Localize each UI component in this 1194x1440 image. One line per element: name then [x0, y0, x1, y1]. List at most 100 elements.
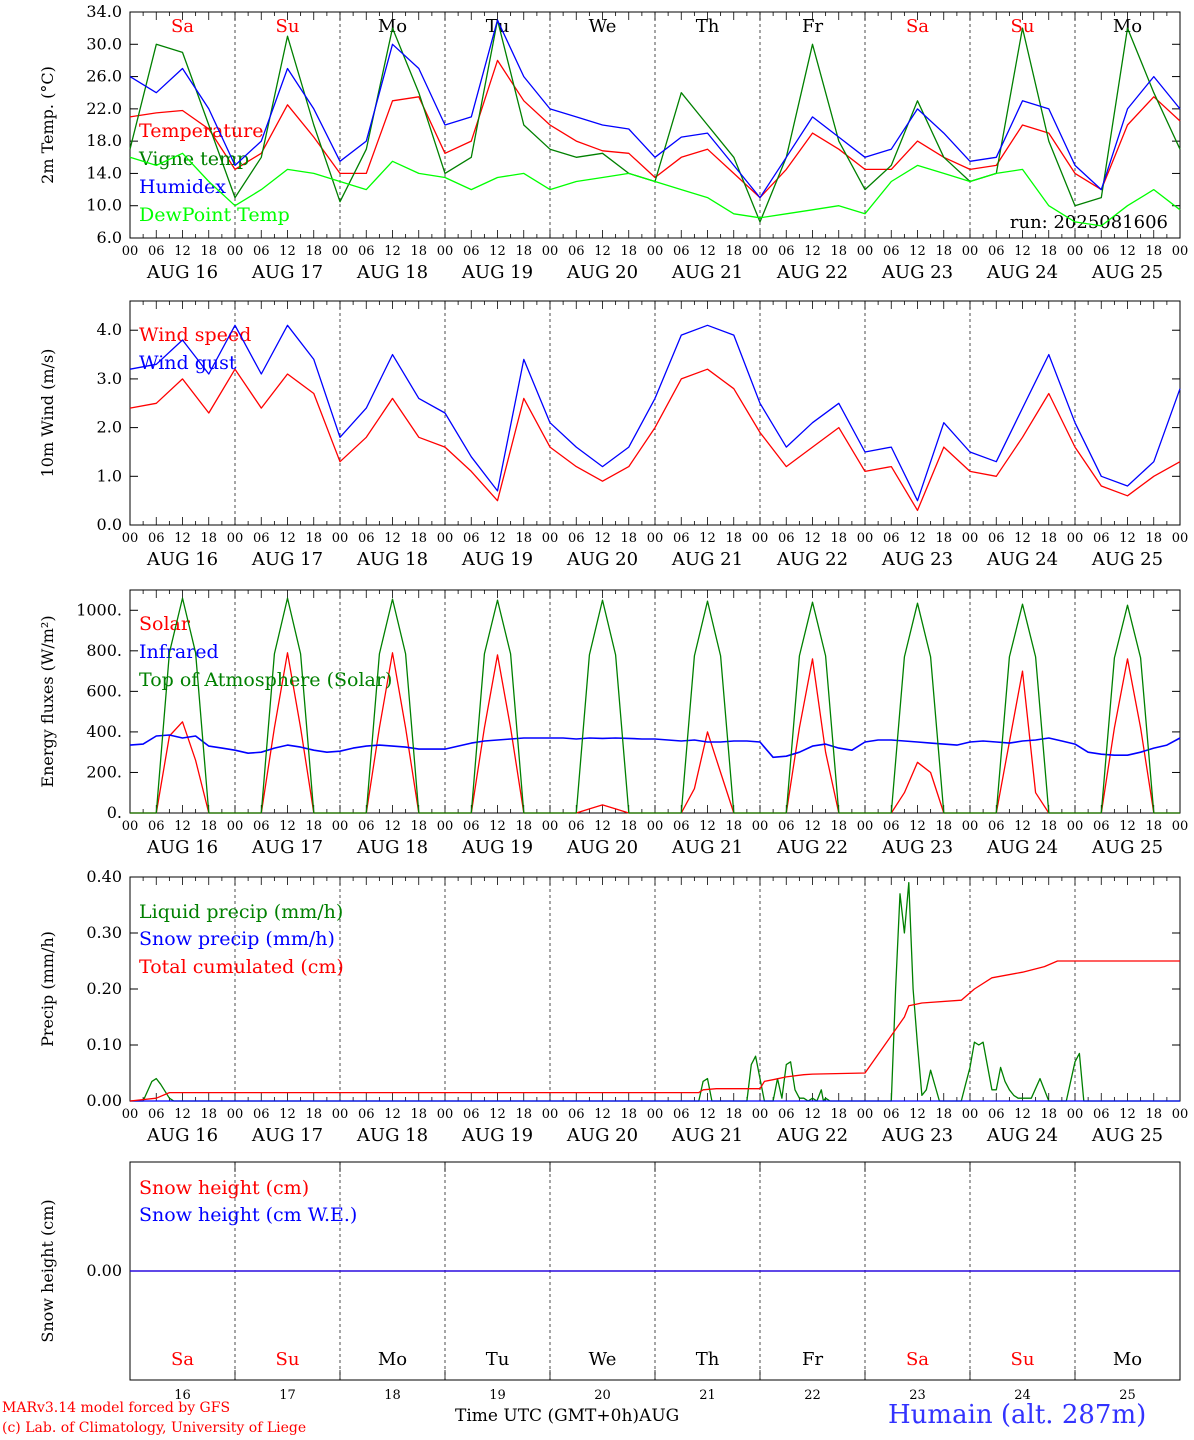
panel-1-weekday-label: Su: [1011, 16, 1035, 37]
panel-3-date-label: AUG 22: [776, 837, 848, 858]
panel-2-hour-label: 12: [489, 531, 506, 546]
panel-4-hour-label: 00: [647, 1107, 664, 1122]
panel-1-weekday-label: Fr: [802, 16, 823, 37]
panel-2-date-label: AUG 19: [461, 549, 533, 570]
panel-1-y-axis-label: 2m Temp. (°C): [38, 66, 57, 184]
panel-4-hour-label: 18: [935, 1107, 952, 1122]
panel-1-y-tick-label: 10.0: [86, 196, 122, 215]
panel-4-legend-liquid-precip-mm-h: Liquid precip (mm/h): [139, 901, 343, 923]
panel-2-hour-label: 12: [699, 531, 716, 546]
panel-2-date-label: AUG 21: [671, 549, 743, 570]
panel-3-date-label: AUG 25: [1091, 837, 1163, 858]
panel-2-hour-label: 06: [673, 531, 690, 546]
panel-2-hour-label: 12: [174, 531, 191, 546]
panel-2-y-tick-label: 1.0: [97, 466, 122, 485]
panel-1-hour-label: 06: [673, 244, 690, 259]
panel-1-hour-label: 06: [568, 244, 585, 259]
panel-2-hour-label: 00: [1067, 531, 1084, 546]
panel-4-hour-label: 00: [542, 1107, 559, 1122]
panel-4-date-label: AUG 22: [776, 1125, 848, 1146]
panel-2-hour-label: 06: [253, 531, 270, 546]
panel-4-hour-label: 18: [200, 1107, 217, 1122]
panel-4-y-tick-label: 0.40: [86, 867, 122, 886]
panel-5-day-number: 25: [1119, 1388, 1136, 1403]
panel-1-date-label: AUG 19: [461, 262, 533, 283]
panel-4-hour-label: 06: [358, 1107, 375, 1122]
panel-2-hour-label: 00: [332, 531, 349, 546]
panel-3-hour-label: 12: [174, 819, 191, 834]
panel-5-weekday-label: Mo: [378, 1349, 407, 1370]
panel-4-hour-label: 18: [725, 1107, 742, 1122]
panel-1-date-label: AUG 25: [1091, 262, 1163, 283]
panel-3-hour-label: 06: [778, 819, 795, 834]
panel-4-hour-label: 18: [305, 1107, 322, 1122]
panel-1-y-tick-label: 6.0: [97, 228, 122, 247]
panel-3-hour-label: 12: [594, 819, 611, 834]
panel-3-hour-label: 06: [673, 819, 690, 834]
panel-3-hour-label: 06: [358, 819, 375, 834]
panel-5-weekday-label: Mo: [1113, 1349, 1142, 1370]
panel-1-y-tick-label: 22.0: [86, 99, 122, 118]
panel-1-hour-label: 18: [620, 244, 637, 259]
panel-2-hour-label: 18: [620, 531, 637, 546]
panel-3-hour-label: 00: [857, 819, 874, 834]
panel-4-hour-label: 06: [988, 1107, 1005, 1122]
panel-1-y-tick-label: 26.0: [86, 67, 122, 86]
panel-4-date-label: AUG 17: [251, 1125, 323, 1146]
panel-1-hour-label: 12: [489, 244, 506, 259]
panel-1-weekday-label: Su: [276, 16, 300, 37]
panel-2-date-label: AUG 25: [1091, 549, 1163, 570]
panel-3-hour-label: 00: [1172, 819, 1189, 834]
panel-1-y-tick-label: 34.0: [86, 2, 122, 21]
panel-1-date-label: AUG 22: [776, 262, 848, 283]
panel-2-frame: [129, 300, 1181, 526]
panel-4-date-label: AUG 23: [881, 1125, 953, 1146]
panel-1-hour-label: 18: [1040, 244, 1057, 259]
panel-5-day-number: 24: [1014, 1388, 1031, 1403]
panel-2-hour-label: 00: [542, 531, 559, 546]
panel-1-hour-label: 12: [384, 244, 401, 259]
panel-3-date-label: AUG 19: [461, 837, 533, 858]
panel-3-hour-label: 18: [620, 819, 637, 834]
panel-2-hour-label: 12: [1014, 531, 1031, 546]
panel-4-hour-label: 18: [515, 1107, 532, 1122]
panel-2-hour-label: 00: [752, 531, 769, 546]
panel-4-hour-label: 12: [594, 1107, 611, 1122]
panel-1-hour-label: 18: [830, 244, 847, 259]
panel-2-date-label: AUG 22: [776, 549, 848, 570]
panel-4-hour-label: 06: [883, 1107, 900, 1122]
model-credit-line-2: (c) Lab. of Climatology, University of L…: [2, 1420, 307, 1436]
panel-2-hour-label: 00: [857, 531, 874, 546]
panel-5-legend-snow-height-cm: Snow height (cm): [139, 1177, 309, 1199]
panel-1-hour-label: 06: [778, 244, 795, 259]
panel-4-hour-label: 18: [1040, 1107, 1057, 1122]
panel-1-hour-label: 00: [1172, 244, 1189, 259]
panel-5-weekday-label: Sa: [171, 1349, 194, 1370]
panel-3-hour-label: 06: [568, 819, 585, 834]
panel-3-hour-label: 12: [279, 819, 296, 834]
panel-3-hour-label: 06: [463, 819, 480, 834]
panel-5-day-number: 16: [174, 1388, 191, 1403]
panel-2-hour-label: 18: [200, 531, 217, 546]
x-axis-month: AUG: [639, 1406, 680, 1426]
panel-1-date-label: AUG 16: [146, 262, 218, 283]
panel-4-date-label: AUG 20: [566, 1125, 638, 1146]
panel-3-y-axis-label: Energy fluxes (W/m²): [38, 615, 57, 787]
panel-3-hour-label: 06: [253, 819, 270, 834]
panel-4-y-tick-label: 0.10: [86, 1035, 122, 1054]
panel-2-hour-label: 18: [1145, 531, 1162, 546]
panel-3-hour-label: 18: [725, 819, 742, 834]
panel-4-date-label: AUG 21: [671, 1125, 743, 1146]
panel-3-date-label: AUG 16: [146, 837, 218, 858]
panel-2-hour-label: 06: [568, 531, 585, 546]
panel-1-weekday-label: Tu: [486, 16, 510, 37]
panel-4-hour-label: 12: [279, 1107, 296, 1122]
panel-4-hour-label: 00: [857, 1107, 874, 1122]
panel-3-hour-label: 12: [384, 819, 401, 834]
panel-3-date-label: AUG 21: [671, 837, 743, 858]
panel-1-legend-dewpoint-temp: DewPoint Temp: [139, 204, 290, 226]
panel-3-hour-label: 06: [1093, 819, 1110, 834]
panel-1-hour-label: 18: [305, 244, 322, 259]
panel-1-hour-label: 18: [515, 244, 532, 259]
